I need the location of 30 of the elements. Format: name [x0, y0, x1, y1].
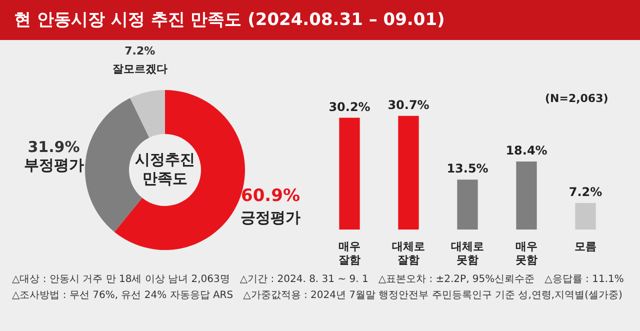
- x-tick-label: 매우 잘함: [338, 240, 360, 266]
- data-label: 7.2%: [124, 44, 156, 58]
- x-tick-label: 대체로 못함: [451, 240, 484, 266]
- bar: [457, 180, 478, 230]
- text: △표본오차 : ±2.2P, 95%신뢰수준: [378, 273, 535, 286]
- text: △조사방법 : 무선 76%, 유선 24% 자동응답 ARS: [12, 289, 234, 302]
- text: △대상 : 안동시 거주 만 18세 이상 남녀 2,063명: [12, 273, 230, 286]
- bar: [575, 202, 596, 230]
- data-label: 31.9%: [28, 138, 80, 156]
- data-label: 18.4%: [506, 144, 548, 158]
- bar: [398, 116, 419, 230]
- slice-label: 긍정평가: [240, 208, 300, 226]
- x-tick-label: 대체로 잘함: [392, 240, 425, 266]
- data-label: 30.7%: [388, 98, 430, 112]
- text: △기간 : 2024. 8. 31 ~ 9. 1: [240, 273, 368, 286]
- data-label: 60.9%: [241, 186, 300, 206]
- bar: [516, 161, 537, 230]
- text: △응답률 : 11.1%: [544, 273, 624, 286]
- text: 시정추진 만족도: [135, 150, 195, 188]
- slice-label: 잘모르겠다: [112, 62, 168, 76]
- bar: [339, 118, 360, 230]
- x-tick-label: 매우 못함: [516, 240, 538, 266]
- chart-title: 현 안동시장 시정 추진 만족도 (2024.08.31 – 09.01): [0, 0, 640, 40]
- data-label: 13.5%: [446, 162, 488, 176]
- text: △가중값적용 : 2024년 7월말 행정안전부 주민등록인구 기준 성,연령,지역별(셀가중): [243, 289, 622, 302]
- data-label: 7.2%: [568, 185, 602, 200]
- x-tick-label: 모름: [574, 240, 596, 254]
- slice-label: 부정평가: [24, 156, 84, 174]
- data-label: 30.2%: [328, 100, 370, 114]
- text: (N=2,063): [545, 92, 608, 105]
